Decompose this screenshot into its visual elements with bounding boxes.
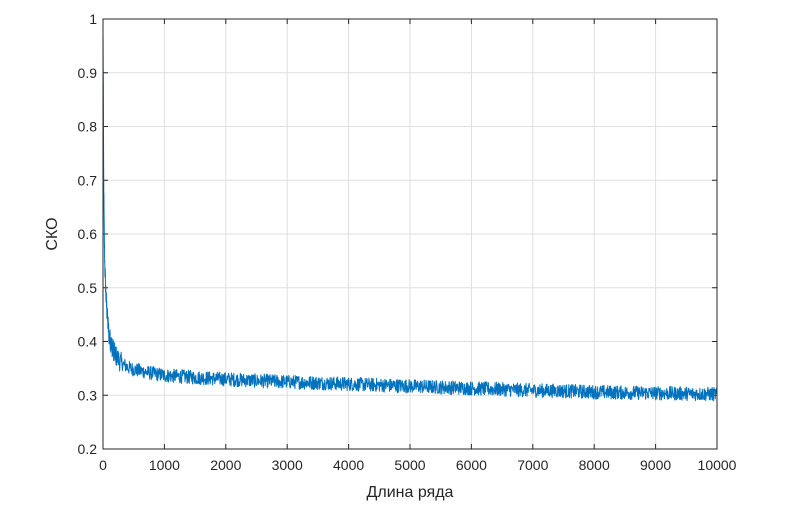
y-axis-tick-labels: 0.2 0.3 0.4 0.5 0.6 0.7 0.8 0.9 1 xyxy=(78,11,98,457)
x-tick-label: 1000 xyxy=(149,457,180,473)
x-axis-title: Длина ряда xyxy=(367,484,454,501)
y-tick-label: 1 xyxy=(89,11,97,27)
y-tick-label: 0.3 xyxy=(78,387,98,403)
x-tick-label: 2000 xyxy=(210,457,241,473)
x-tick-label: 0 xyxy=(99,457,107,473)
x-tick-label: 10000 xyxy=(698,457,737,473)
y-tick-label: 0.8 xyxy=(78,119,98,135)
x-tick-label: 9000 xyxy=(640,457,671,473)
series-line xyxy=(102,37,718,402)
x-tick-label: 8000 xyxy=(579,457,610,473)
y-tick-label: 0.7 xyxy=(78,172,98,188)
y-tick-label: 0.6 xyxy=(78,226,98,242)
x-tick-label: 4000 xyxy=(333,457,364,473)
x-tick-label: 7000 xyxy=(517,457,548,473)
x-axis-tick-labels: 0 1000 2000 3000 4000 5000 6000 7000 8000 9000 100… xyxy=(99,457,737,473)
x-tick-label: 5000 xyxy=(394,457,425,473)
x-tick-label: 6000 xyxy=(456,457,487,473)
y-tick-label: 0.4 xyxy=(78,334,98,350)
y-tick-label: 0.2 xyxy=(78,441,98,457)
y-tick-label: 0.5 xyxy=(78,280,98,296)
y-tick-label: 0.9 xyxy=(78,65,98,81)
plot-frame xyxy=(102,18,718,450)
y-axis-title: СКО xyxy=(44,217,61,250)
x-tick-label: 3000 xyxy=(272,457,303,473)
